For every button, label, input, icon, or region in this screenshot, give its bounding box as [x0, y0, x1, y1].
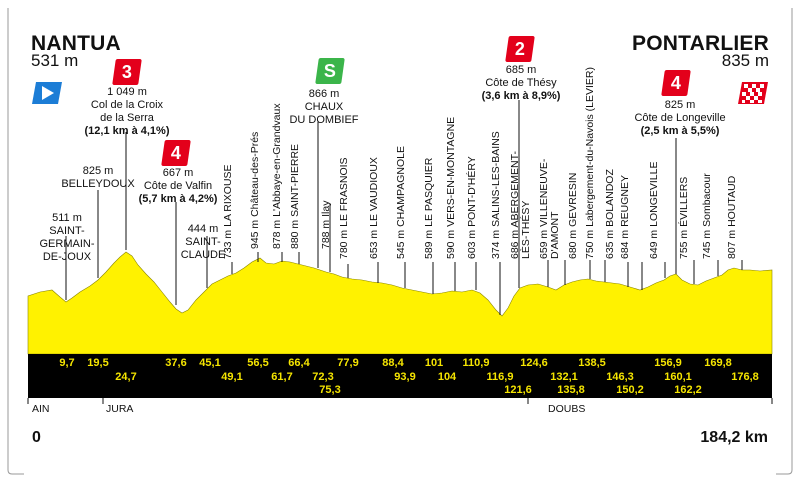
- town-houtaud-label: 807 m HOUTAUD: [726, 175, 738, 259]
- km-marker: 37,6: [165, 357, 187, 369]
- climb-altitude: 825 m: [664, 99, 696, 111]
- town-labergement-du-navois-label: 750 m Labergement-du-Navois (LEVIER): [584, 66, 596, 259]
- start-city: NANTUA: [31, 32, 121, 55]
- finish-altitude: 835 m: [721, 51, 769, 70]
- town-ilay-label: 788 m Ilay: [320, 200, 332, 249]
- climb-category-3-badge: 3: [112, 59, 142, 85]
- sprint-name-2: DU DOMBIEF: [289, 114, 359, 126]
- sprint-badge: S: [315, 58, 345, 84]
- climb-cote-valfin-label: 667 m Côte de Valfin (5,7 km à 4,2%): [128, 167, 228, 206]
- town-le-frasnois-label: 780 m LE FRASNOIS: [338, 157, 350, 259]
- town-abbaye-en-grandvaux-label: 878 m L'Abbaye-en-Grandvaux: [271, 103, 283, 249]
- climb-stats: (3,6 km à 8,9%): [481, 90, 561, 102]
- town-bolandoz-label: 635 m BOLANDOZ: [604, 169, 616, 259]
- town-saint-claude-label: 444 m SAINT- CLAUDE: [180, 223, 226, 261]
- town-abergement-les-thesy-label-2: LÈS-THÉSY: [520, 200, 532, 259]
- km-marker: 77,9: [337, 357, 359, 369]
- distance-total: 184,2 km: [700, 429, 768, 446]
- finish-flag-icon: [738, 82, 768, 104]
- climb-cote-thesy-label: 685 m Côte de Thésy (3,6 km à 8,9%): [466, 64, 576, 103]
- sprint-altitude: 866 m: [308, 88, 340, 100]
- town-la-rixouse-label: 733 m LA RIXOUSE: [222, 164, 234, 259]
- km-marker: 104: [437, 371, 457, 383]
- km-marker: 45,1: [199, 357, 221, 369]
- climb-name: Côte de Thésy: [485, 77, 557, 89]
- climb-altitude: 685 m: [505, 64, 537, 76]
- km-marker: 56,5: [247, 357, 269, 369]
- town-vers-en-montagne-label: 590 m VERS-EN-MONTAGNE: [445, 116, 457, 259]
- town-longeville-label: 649 m LONGEVILLE: [648, 161, 660, 259]
- km-marker: 169,8: [704, 357, 732, 369]
- km-marker: 124,6: [520, 357, 548, 369]
- start-flag-icon: [32, 82, 62, 104]
- km-marker: 88,4: [382, 357, 404, 369]
- town-chateau-des-pres-label: 945 m Château-des-Prés: [249, 131, 261, 249]
- town-salins-les-bains-label: 374 m SALINS-LES-BAINS: [490, 131, 502, 259]
- km-marker: 49,1: [221, 371, 243, 383]
- km-marker: 138,5: [578, 357, 606, 369]
- region-doubs: DOUBS: [548, 403, 586, 415]
- climb-stats: (2,5 km à 5,5%): [640, 125, 720, 137]
- town-saint-germain-de-joux-label: 511 m SAINT- GERMAIN- DE-JOUX: [39, 212, 95, 263]
- km-marker: 160,1: [664, 371, 692, 383]
- climb-category-4-badge: 4: [161, 140, 191, 166]
- town-villeneuve-d-amont-label-2: D'AMONT: [549, 211, 561, 259]
- town-gevresin-label: 680 m GEVRESIN: [567, 172, 579, 259]
- profile-area: [27, 251, 773, 355]
- town-champagnole-label: 545 m CHAMPAGNOLE: [395, 145, 407, 259]
- region-jura: JURA: [106, 403, 134, 415]
- climb-category-2-badge: 2: [505, 36, 535, 62]
- km-marker: 121,6: [504, 384, 532, 396]
- km-marker: 150,2: [616, 384, 644, 396]
- finish-city: PONTARLIER: [632, 32, 769, 55]
- km-marker: 72,3: [312, 371, 334, 383]
- km-marker: 19,5: [87, 357, 109, 369]
- climb-altitude: 1 049 m: [107, 86, 147, 98]
- km-marker: 24,7: [115, 371, 137, 383]
- climb-col-croix-serra-label: 1 049 m Col de la Croix de la Serra (12,…: [72, 86, 182, 138]
- km-marker: 66,4: [288, 357, 310, 369]
- town-sombacour-label: 745 m Sombacour: [701, 173, 713, 259]
- climb-name-2: de la Serra: [100, 112, 154, 124]
- km-marker: 110,9: [462, 357, 490, 369]
- climb-name: Col de la Croix: [90, 99, 164, 111]
- region-ain: AIN: [32, 403, 50, 415]
- town-saint-pierre-label: 880 m SAINT-PIERRE: [289, 143, 301, 249]
- town-reugney-label: 684 m REUGNEY: [619, 174, 631, 259]
- climb-stats: (5,7 km à 4,2%): [138, 193, 218, 205]
- climb-stats: (12,1 km à 4,1%): [84, 125, 170, 137]
- km-band: [28, 354, 772, 398]
- km-marker: 162,2: [674, 384, 702, 396]
- climb-cote-longeville-label: 825 m Côte de Longeville (2,5 km à 5,5%): [620, 99, 740, 138]
- km-marker: 116,9: [486, 371, 514, 383]
- town-belleydoux-label: 825 m BELLEYDOUX: [61, 165, 135, 190]
- start-altitude: 531 m: [31, 51, 79, 70]
- town-le-vaudioux-label: 653 m LE VAUDIOUX: [368, 157, 380, 259]
- km-marker: 176,8: [731, 371, 759, 383]
- climb-name: Côte de Valfin: [143, 180, 213, 192]
- town-pont-d-hery-label: 603 m PONT-D'HÉRY: [466, 156, 478, 259]
- sprint-name: CHAUX: [304, 101, 344, 113]
- km-marker: 101: [424, 357, 444, 369]
- km-marker: 156,9: [654, 357, 682, 369]
- town-le-pasquier-label: 589 m LE PASQUIER: [423, 157, 435, 259]
- km-marker: 146,3: [606, 371, 634, 383]
- distance-start: 0: [32, 429, 41, 446]
- town-evillers-label: 755 m ÉVILLERS: [678, 176, 690, 259]
- km-marker: 135,8: [557, 384, 585, 396]
- km-marker: 132,1: [550, 371, 578, 383]
- sprint-label: 866 m CHAUX DU DOMBIEF: [284, 88, 364, 127]
- climb-category-4-badge-2: 4: [661, 70, 691, 96]
- km-marker: 9,7: [59, 357, 75, 369]
- km-marker: 61,7: [271, 371, 293, 383]
- km-marker: 93,9: [394, 371, 416, 383]
- climb-name: Côte de Longeville: [634, 112, 726, 124]
- km-marker: 75,3: [319, 384, 341, 396]
- climb-altitude: 667 m: [162, 167, 194, 179]
